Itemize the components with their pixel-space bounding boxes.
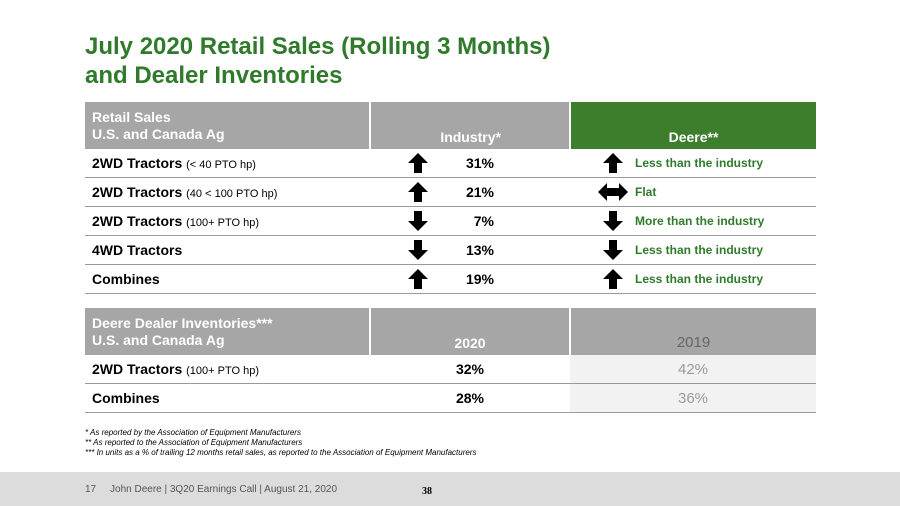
value-2020: 32% [370, 355, 570, 384]
row-qualifier: (< 40 PTO hp) [186, 159, 256, 171]
row-name: 4WD Tractors [92, 242, 183, 258]
value-2020: 28% [370, 383, 570, 413]
row-qualifier: (100+ PTO hp) [186, 217, 260, 229]
row-name: 2WD Tractors [92, 361, 183, 377]
up-arrow-icon [408, 269, 428, 289]
industry-cell: 21% [370, 177, 570, 207]
up-arrow-icon [408, 153, 428, 173]
table-row: 2WD Tractors (< 40 PTO hp) 31% Less than t… [85, 149, 816, 178]
deere-comparison-text: Flat [635, 185, 657, 199]
footnote: *** In units as a % of trailing 12 month… [85, 448, 477, 457]
up-arrow-icon [603, 153, 623, 173]
industry-cell: 19% [370, 264, 570, 294]
inventory-header-row: Deere Dealer Inventories*** U.S. and Can… [85, 308, 816, 355]
footnotes: * As reported by the Association of Equi… [85, 428, 476, 458]
industry-cell: 13% [370, 235, 570, 265]
table-row: Combines 28% 36% [85, 383, 816, 413]
row-qualifier: (40 < 100 PTO hp) [186, 188, 278, 200]
title-line-1: July 2020 Retail Sales (Rolling 3 Months… [85, 33, 551, 60]
industry-change-value: 19% [465, 271, 494, 287]
row-name: 2WD Tractors [92, 155, 183, 171]
row-label: 2WD Tractors (100+ PTO hp) [85, 206, 370, 236]
retail-header-label-line1: Retail Sales [92, 108, 171, 125]
industry-cell: 31% [370, 149, 570, 178]
industry-change-value: 31% [465, 155, 494, 171]
value-2019: 42% [570, 355, 816, 384]
page-title: July 2020 Retail Sales (Rolling 3 Months… [85, 32, 550, 90]
table-row: 4WD Tractors 13% Less than the industry [85, 235, 816, 265]
row-name: Combines [92, 390, 160, 406]
value-2019: 36% [570, 383, 816, 413]
column-header-2019: 2019 [569, 308, 816, 355]
footer-band [0, 472, 900, 506]
deere-comparison-text: Less than the industry [635, 156, 764, 170]
up-arrow-icon [603, 269, 623, 289]
inventory-header-label: Deere Dealer Inventories*** U.S. and Can… [85, 308, 370, 355]
deere-comparison-text: Less than the industry [635, 243, 764, 257]
row-label: Combines [85, 264, 370, 294]
deere-cell: Less than the industry [570, 149, 816, 178]
left-right-arrow-icon [598, 182, 628, 202]
deere-comparison-text: Less than the industry [635, 272, 764, 286]
row-label: 2WD Tractors (< 40 PTO hp) [85, 149, 370, 178]
down-arrow-icon [603, 240, 623, 260]
row-label: 2WD Tractors (40 < 100 PTO hp) [85, 177, 370, 207]
inventory-header-label-line2: U.S. and Canada Ag [92, 331, 225, 348]
deere-column-header: Deere** [569, 102, 816, 149]
deere-cell: Less than the industry [570, 235, 816, 265]
row-label: Combines [85, 383, 370, 413]
deere-comparison-text: More than the industry [635, 214, 765, 228]
title-line-2: and Dealer Inventories [85, 62, 343, 89]
industry-change-value: 13% [465, 242, 494, 258]
up-arrow-icon [408, 182, 428, 202]
industry-change-value: 7% [473, 213, 494, 229]
table-row: 2WD Tractors (40 < 100 PTO hp) 21% Flat [85, 177, 816, 207]
table-row: 2WD Tractors (100+ PTO hp) 7% More than th… [85, 206, 816, 236]
deere-cell: Flat [570, 177, 816, 207]
down-arrow-icon [408, 211, 428, 231]
down-arrow-icon [408, 240, 428, 260]
page-stamp: 38 [422, 486, 432, 497]
row-label: 4WD Tractors [85, 235, 370, 265]
row-name: 2WD Tractors [92, 213, 183, 229]
retail-header-label-line2: U.S. and Canada Ag [92, 125, 225, 142]
row-name: Combines [92, 271, 160, 287]
down-arrow-icon [603, 211, 623, 231]
row-qualifier: (100+ PTO hp) [186, 365, 260, 377]
deere-cell: Less than the industry [570, 264, 816, 294]
inventory-header-label-line1: Deere Dealer Inventories*** [92, 314, 273, 331]
footer-text: 17 John Deere | 3Q20 Earnings Call | Aug… [85, 484, 338, 495]
deere-cell: More than the industry [570, 206, 816, 236]
footnote: ** As reported to the Association of Equ… [85, 438, 303, 447]
row-name: 2WD Tractors [92, 184, 183, 200]
retail-sales-table: Retail Sales U.S. and Canada Ag Industry… [85, 102, 816, 294]
table-row: 2WD Tractors (100+ PTO hp) 32% 42% [85, 355, 816, 384]
retail-header-row: Retail Sales U.S. and Canada Ag Industry… [85, 102, 816, 149]
industry-column-header: Industry* [369, 102, 570, 149]
industry-change-value: 21% [465, 184, 494, 200]
row-label: 2WD Tractors (100+ PTO hp) [85, 355, 370, 384]
retail-header-label: Retail Sales U.S. and Canada Ag [85, 102, 370, 149]
column-header-2020: 2020 [369, 308, 570, 355]
footnote: * As reported by the Association of Equi… [85, 428, 301, 437]
industry-cell: 7% [370, 206, 570, 236]
table-row: Combines 19% Less than the industry [85, 264, 816, 294]
dealer-inventory-table: Deere Dealer Inventories*** U.S. and Can… [85, 308, 816, 413]
